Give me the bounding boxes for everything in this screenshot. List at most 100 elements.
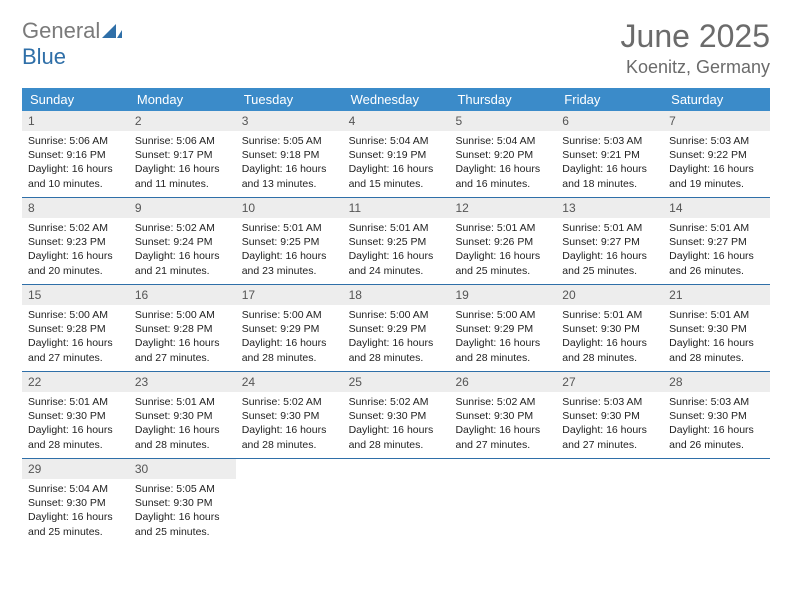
weekday-header-cell: Saturday <box>663 88 770 111</box>
daylight-line: Daylight: 16 hours and 28 minutes. <box>669 336 764 364</box>
day-details: Sunrise: 5:01 AMSunset: 9:27 PMDaylight:… <box>663 218 770 284</box>
sunrise-line: Sunrise: 5:01 AM <box>562 308 657 322</box>
daylight-line: Daylight: 16 hours and 25 minutes. <box>135 510 230 538</box>
daylight-line: Daylight: 16 hours and 19 minutes. <box>669 162 764 190</box>
sunset-line: Sunset: 9:21 PM <box>562 148 657 162</box>
sunrise-line: Sunrise: 5:02 AM <box>455 395 550 409</box>
sunrise-line: Sunrise: 5:04 AM <box>349 134 444 148</box>
sunset-line: Sunset: 9:30 PM <box>28 409 123 423</box>
day-details: Sunrise: 5:04 AMSunset: 9:20 PMDaylight:… <box>449 131 556 197</box>
sunset-line: Sunset: 9:27 PM <box>669 235 764 249</box>
day-number: 14 <box>663 198 770 218</box>
day-number: 16 <box>129 285 236 305</box>
day-number: 13 <box>556 198 663 218</box>
sunrise-line: Sunrise: 5:05 AM <box>242 134 337 148</box>
day-details: Sunrise: 5:00 AMSunset: 9:28 PMDaylight:… <box>129 305 236 371</box>
sunset-line: Sunset: 9:22 PM <box>669 148 764 162</box>
day-details: Sunrise: 5:02 AMSunset: 9:23 PMDaylight:… <box>22 218 129 284</box>
sunrise-line: Sunrise: 5:02 AM <box>28 221 123 235</box>
daylight-line: Daylight: 16 hours and 28 minutes. <box>455 336 550 364</box>
daylight-line: Daylight: 16 hours and 13 minutes. <box>242 162 337 190</box>
sunset-line: Sunset: 9:30 PM <box>135 496 230 510</box>
day-details: Sunrise: 5:01 AMSunset: 9:25 PMDaylight:… <box>236 218 343 284</box>
day-details: Sunrise: 5:03 AMSunset: 9:30 PMDaylight:… <box>663 392 770 458</box>
weekday-header-cell: Wednesday <box>343 88 450 111</box>
daylight-line: Daylight: 16 hours and 27 minutes. <box>28 336 123 364</box>
sunset-line: Sunset: 9:30 PM <box>135 409 230 423</box>
day-cell <box>449 459 556 545</box>
day-details: Sunrise: 5:00 AMSunset: 9:29 PMDaylight:… <box>236 305 343 371</box>
daylight-line: Daylight: 16 hours and 23 minutes. <box>242 249 337 277</box>
weekday-header-cell: Thursday <box>449 88 556 111</box>
day-details: Sunrise: 5:02 AMSunset: 9:30 PMDaylight:… <box>343 392 450 458</box>
daylight-line: Daylight: 16 hours and 24 minutes. <box>349 249 444 277</box>
logo-sail-icon <box>102 18 122 44</box>
day-cell: 25Sunrise: 5:02 AMSunset: 9:30 PMDayligh… <box>343 372 450 458</box>
sunrise-line: Sunrise: 5:03 AM <box>562 395 657 409</box>
logo-word-general: General <box>22 18 100 43</box>
sunrise-line: Sunrise: 5:01 AM <box>349 221 444 235</box>
sunset-line: Sunset: 9:18 PM <box>242 148 337 162</box>
month-title: June 2025 <box>621 18 770 55</box>
day-number: 11 <box>343 198 450 218</box>
day-cell: 12Sunrise: 5:01 AMSunset: 9:26 PMDayligh… <box>449 198 556 284</box>
title-block: June 2025 Koenitz, Germany <box>621 18 770 78</box>
day-cell: 7Sunrise: 5:03 AMSunset: 9:22 PMDaylight… <box>663 111 770 197</box>
logo: GeneralBlue <box>22 18 123 70</box>
day-number: 30 <box>129 459 236 479</box>
day-number: 18 <box>343 285 450 305</box>
sunset-line: Sunset: 9:29 PM <box>455 322 550 336</box>
day-details: Sunrise: 5:05 AMSunset: 9:18 PMDaylight:… <box>236 131 343 197</box>
day-cell: 30Sunrise: 5:05 AMSunset: 9:30 PMDayligh… <box>129 459 236 545</box>
day-cell <box>663 459 770 545</box>
day-number: 15 <box>22 285 129 305</box>
week-row: 29Sunrise: 5:04 AMSunset: 9:30 PMDayligh… <box>22 459 770 545</box>
day-number: 20 <box>556 285 663 305</box>
sunrise-line: Sunrise: 5:00 AM <box>242 308 337 322</box>
daylight-line: Daylight: 16 hours and 27 minutes. <box>455 423 550 451</box>
day-cell: 3Sunrise: 5:05 AMSunset: 9:18 PMDaylight… <box>236 111 343 197</box>
day-details: Sunrise: 5:06 AMSunset: 9:16 PMDaylight:… <box>22 131 129 197</box>
sunrise-line: Sunrise: 5:00 AM <box>135 308 230 322</box>
sunset-line: Sunset: 9:30 PM <box>562 409 657 423</box>
day-cell: 14Sunrise: 5:01 AMSunset: 9:27 PMDayligh… <box>663 198 770 284</box>
daylight-line: Daylight: 16 hours and 28 minutes. <box>349 336 444 364</box>
day-cell: 2Sunrise: 5:06 AMSunset: 9:17 PMDaylight… <box>129 111 236 197</box>
daylight-line: Daylight: 16 hours and 25 minutes. <box>455 249 550 277</box>
weeks-container: 1Sunrise: 5:06 AMSunset: 9:16 PMDaylight… <box>22 111 770 545</box>
sunrise-line: Sunrise: 5:02 AM <box>242 395 337 409</box>
day-cell: 28Sunrise: 5:03 AMSunset: 9:30 PMDayligh… <box>663 372 770 458</box>
sunset-line: Sunset: 9:16 PM <box>28 148 123 162</box>
weekday-header-cell: Friday <box>556 88 663 111</box>
day-cell: 11Sunrise: 5:01 AMSunset: 9:25 PMDayligh… <box>343 198 450 284</box>
day-cell: 13Sunrise: 5:01 AMSunset: 9:27 PMDayligh… <box>556 198 663 284</box>
sunrise-line: Sunrise: 5:02 AM <box>135 221 230 235</box>
daylight-line: Daylight: 16 hours and 28 minutes. <box>349 423 444 451</box>
sunrise-line: Sunrise: 5:04 AM <box>455 134 550 148</box>
day-number: 23 <box>129 372 236 392</box>
day-cell: 20Sunrise: 5:01 AMSunset: 9:30 PMDayligh… <box>556 285 663 371</box>
day-details: Sunrise: 5:01 AMSunset: 9:30 PMDaylight:… <box>556 305 663 371</box>
day-details: Sunrise: 5:01 AMSunset: 9:30 PMDaylight:… <box>663 305 770 371</box>
daylight-line: Daylight: 16 hours and 28 minutes. <box>28 423 123 451</box>
sunrise-line: Sunrise: 5:01 AM <box>669 308 764 322</box>
day-cell: 18Sunrise: 5:00 AMSunset: 9:29 PMDayligh… <box>343 285 450 371</box>
daylight-line: Daylight: 16 hours and 28 minutes. <box>242 336 337 364</box>
daylight-line: Daylight: 16 hours and 25 minutes. <box>28 510 123 538</box>
sunset-line: Sunset: 9:29 PM <box>349 322 444 336</box>
weekday-header-row: SundayMondayTuesdayWednesdayThursdayFrid… <box>22 88 770 111</box>
day-details: Sunrise: 5:00 AMSunset: 9:28 PMDaylight:… <box>22 305 129 371</box>
day-number: 9 <box>129 198 236 218</box>
day-details: Sunrise: 5:05 AMSunset: 9:30 PMDaylight:… <box>129 479 236 545</box>
sunrise-line: Sunrise: 5:01 AM <box>242 221 337 235</box>
day-details: Sunrise: 5:03 AMSunset: 9:21 PMDaylight:… <box>556 131 663 197</box>
day-cell: 29Sunrise: 5:04 AMSunset: 9:30 PMDayligh… <box>22 459 129 545</box>
week-row: 1Sunrise: 5:06 AMSunset: 9:16 PMDaylight… <box>22 111 770 198</box>
sunrise-line: Sunrise: 5:01 AM <box>135 395 230 409</box>
location-label: Koenitz, Germany <box>621 57 770 78</box>
day-number: 3 <box>236 111 343 131</box>
day-cell: 6Sunrise: 5:03 AMSunset: 9:21 PMDaylight… <box>556 111 663 197</box>
day-cell <box>556 459 663 545</box>
sunset-line: Sunset: 9:30 PM <box>669 409 764 423</box>
day-number: 1 <box>22 111 129 131</box>
